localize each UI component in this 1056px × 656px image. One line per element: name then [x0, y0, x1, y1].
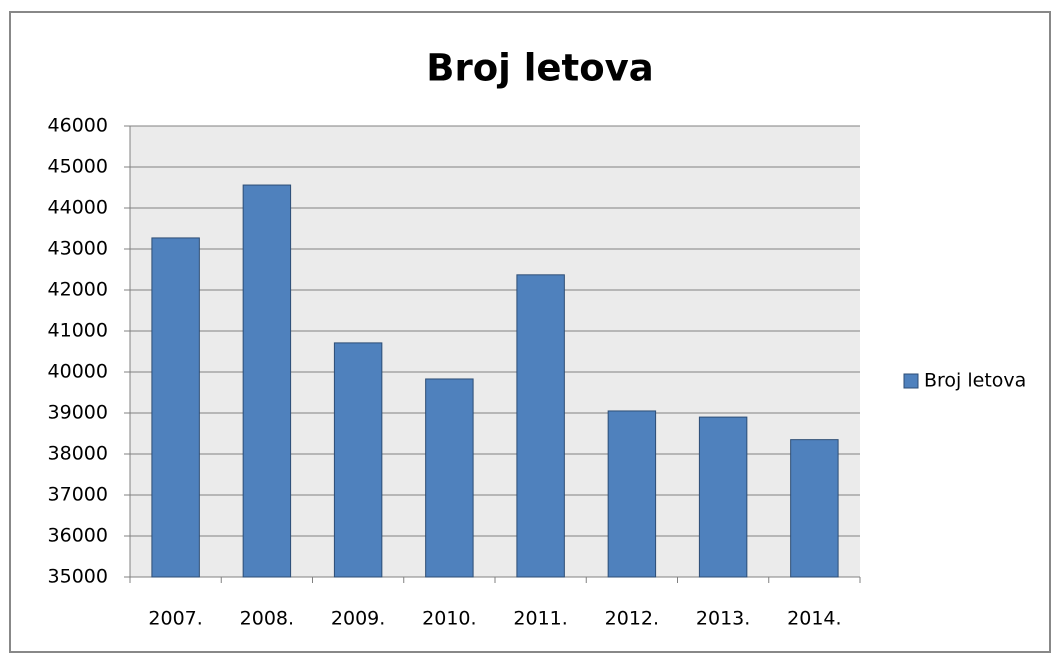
x-tick-label: 2008.	[240, 608, 294, 630]
plot-area	[130, 126, 860, 577]
y-tick-label: 41000	[48, 320, 108, 342]
y-tick-label: 40000	[48, 361, 108, 383]
y-tick-label: 44000	[48, 197, 108, 219]
y-tick-label: 43000	[48, 238, 108, 260]
bar	[151, 237, 200, 578]
legend-swatch	[903, 373, 919, 389]
x-tick-label: 2011.	[513, 608, 567, 630]
y-tick-label: 37000	[48, 484, 108, 506]
bar	[425, 378, 474, 578]
bar	[333, 342, 383, 578]
bar	[790, 439, 839, 578]
legend-label: Broj letova	[924, 370, 1026, 392]
y-tick-label: 39000	[48, 402, 108, 424]
x-tick-label: 2007.	[148, 608, 202, 630]
y-tick-label: 38000	[48, 443, 108, 465]
x-tick-label: 2013.	[696, 608, 750, 630]
bar	[607, 410, 657, 578]
x-tick-label: 2014.	[787, 608, 841, 630]
x-tick-label: 2012.	[605, 608, 659, 630]
bar	[698, 416, 748, 578]
chart-title: Broj letova	[426, 47, 653, 90]
x-tick-label: 2009.	[331, 608, 385, 630]
bar	[242, 184, 292, 578]
y-tick-label: 45000	[48, 156, 108, 178]
x-tick-label: 2010.	[422, 608, 476, 630]
bar	[516, 274, 565, 578]
y-tick-label: 36000	[48, 525, 108, 547]
y-tick-label: 42000	[48, 279, 108, 301]
y-tick-label: 35000	[48, 566, 108, 588]
y-tick-label: 46000	[48, 115, 108, 137]
